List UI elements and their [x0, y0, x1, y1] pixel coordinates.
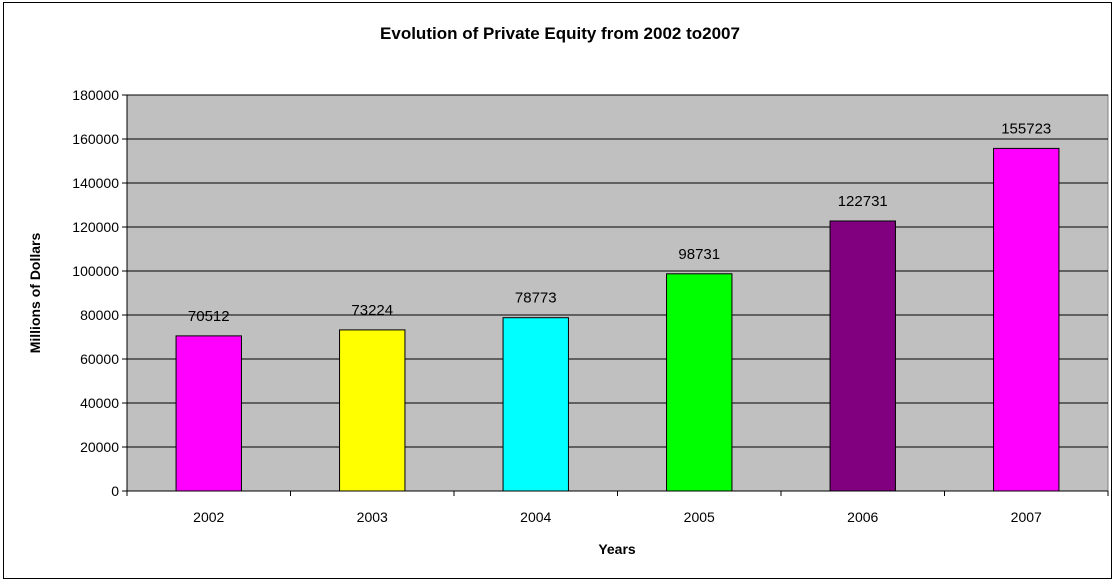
y-tick-label: 20000	[80, 439, 119, 455]
x-tick-label: 2006	[847, 509, 878, 525]
y-tick-label: 180000	[72, 87, 119, 103]
bars	[175, 147, 1060, 492]
data-labels: 70512 73224 78773 98731 122731 155723	[188, 120, 1051, 324]
bar-2002	[175, 335, 242, 492]
x-tick-label: 2005	[684, 509, 715, 525]
data-label-2002: 70512	[188, 308, 230, 325]
gridlines	[127, 94, 1108, 448]
y-tick-label: 140000	[72, 175, 119, 191]
data-label-2006: 122731	[838, 193, 888, 210]
y-tick-label: 120000	[72, 219, 119, 235]
data-label-2005: 98731	[678, 246, 720, 263]
data-label-2003: 73224	[351, 302, 393, 319]
y-tick-label: 160000	[72, 131, 119, 147]
bar-2004	[502, 317, 569, 492]
x-axis-ticks: 2002 2003 2004 2005 2006 2007	[126, 491, 1109, 525]
x-tick-label: 2007	[1011, 509, 1042, 525]
y-tick-label: 100000	[72, 263, 119, 279]
plot-area	[126, 94, 1109, 492]
data-label-2004: 78773	[515, 290, 557, 307]
x-axis-title: Years	[598, 541, 636, 557]
bar-2005	[666, 273, 733, 492]
x-tick-label: 2002	[193, 509, 224, 525]
y-tick-label: 60000	[80, 351, 119, 367]
data-label-2007: 155723	[1001, 120, 1051, 137]
y-tick-label: 40000	[80, 395, 119, 411]
x-tick-label: 2004	[520, 509, 551, 525]
y-tick-label: 80000	[80, 307, 119, 323]
y-axis-title: Millions of Dollars	[27, 233, 43, 354]
x-tick-label: 2003	[357, 509, 388, 525]
bar-2007	[993, 147, 1060, 492]
bar-2003	[339, 329, 406, 492]
bar-2006	[829, 220, 896, 492]
y-tick-label: 0	[111, 483, 119, 499]
y-axis-ticks: 0 20000 40000 60000 80000 100000 120000 140000 1…	[72, 87, 127, 499]
chart-title: Evolution of Private Equity from 2002 to…	[380, 24, 740, 43]
